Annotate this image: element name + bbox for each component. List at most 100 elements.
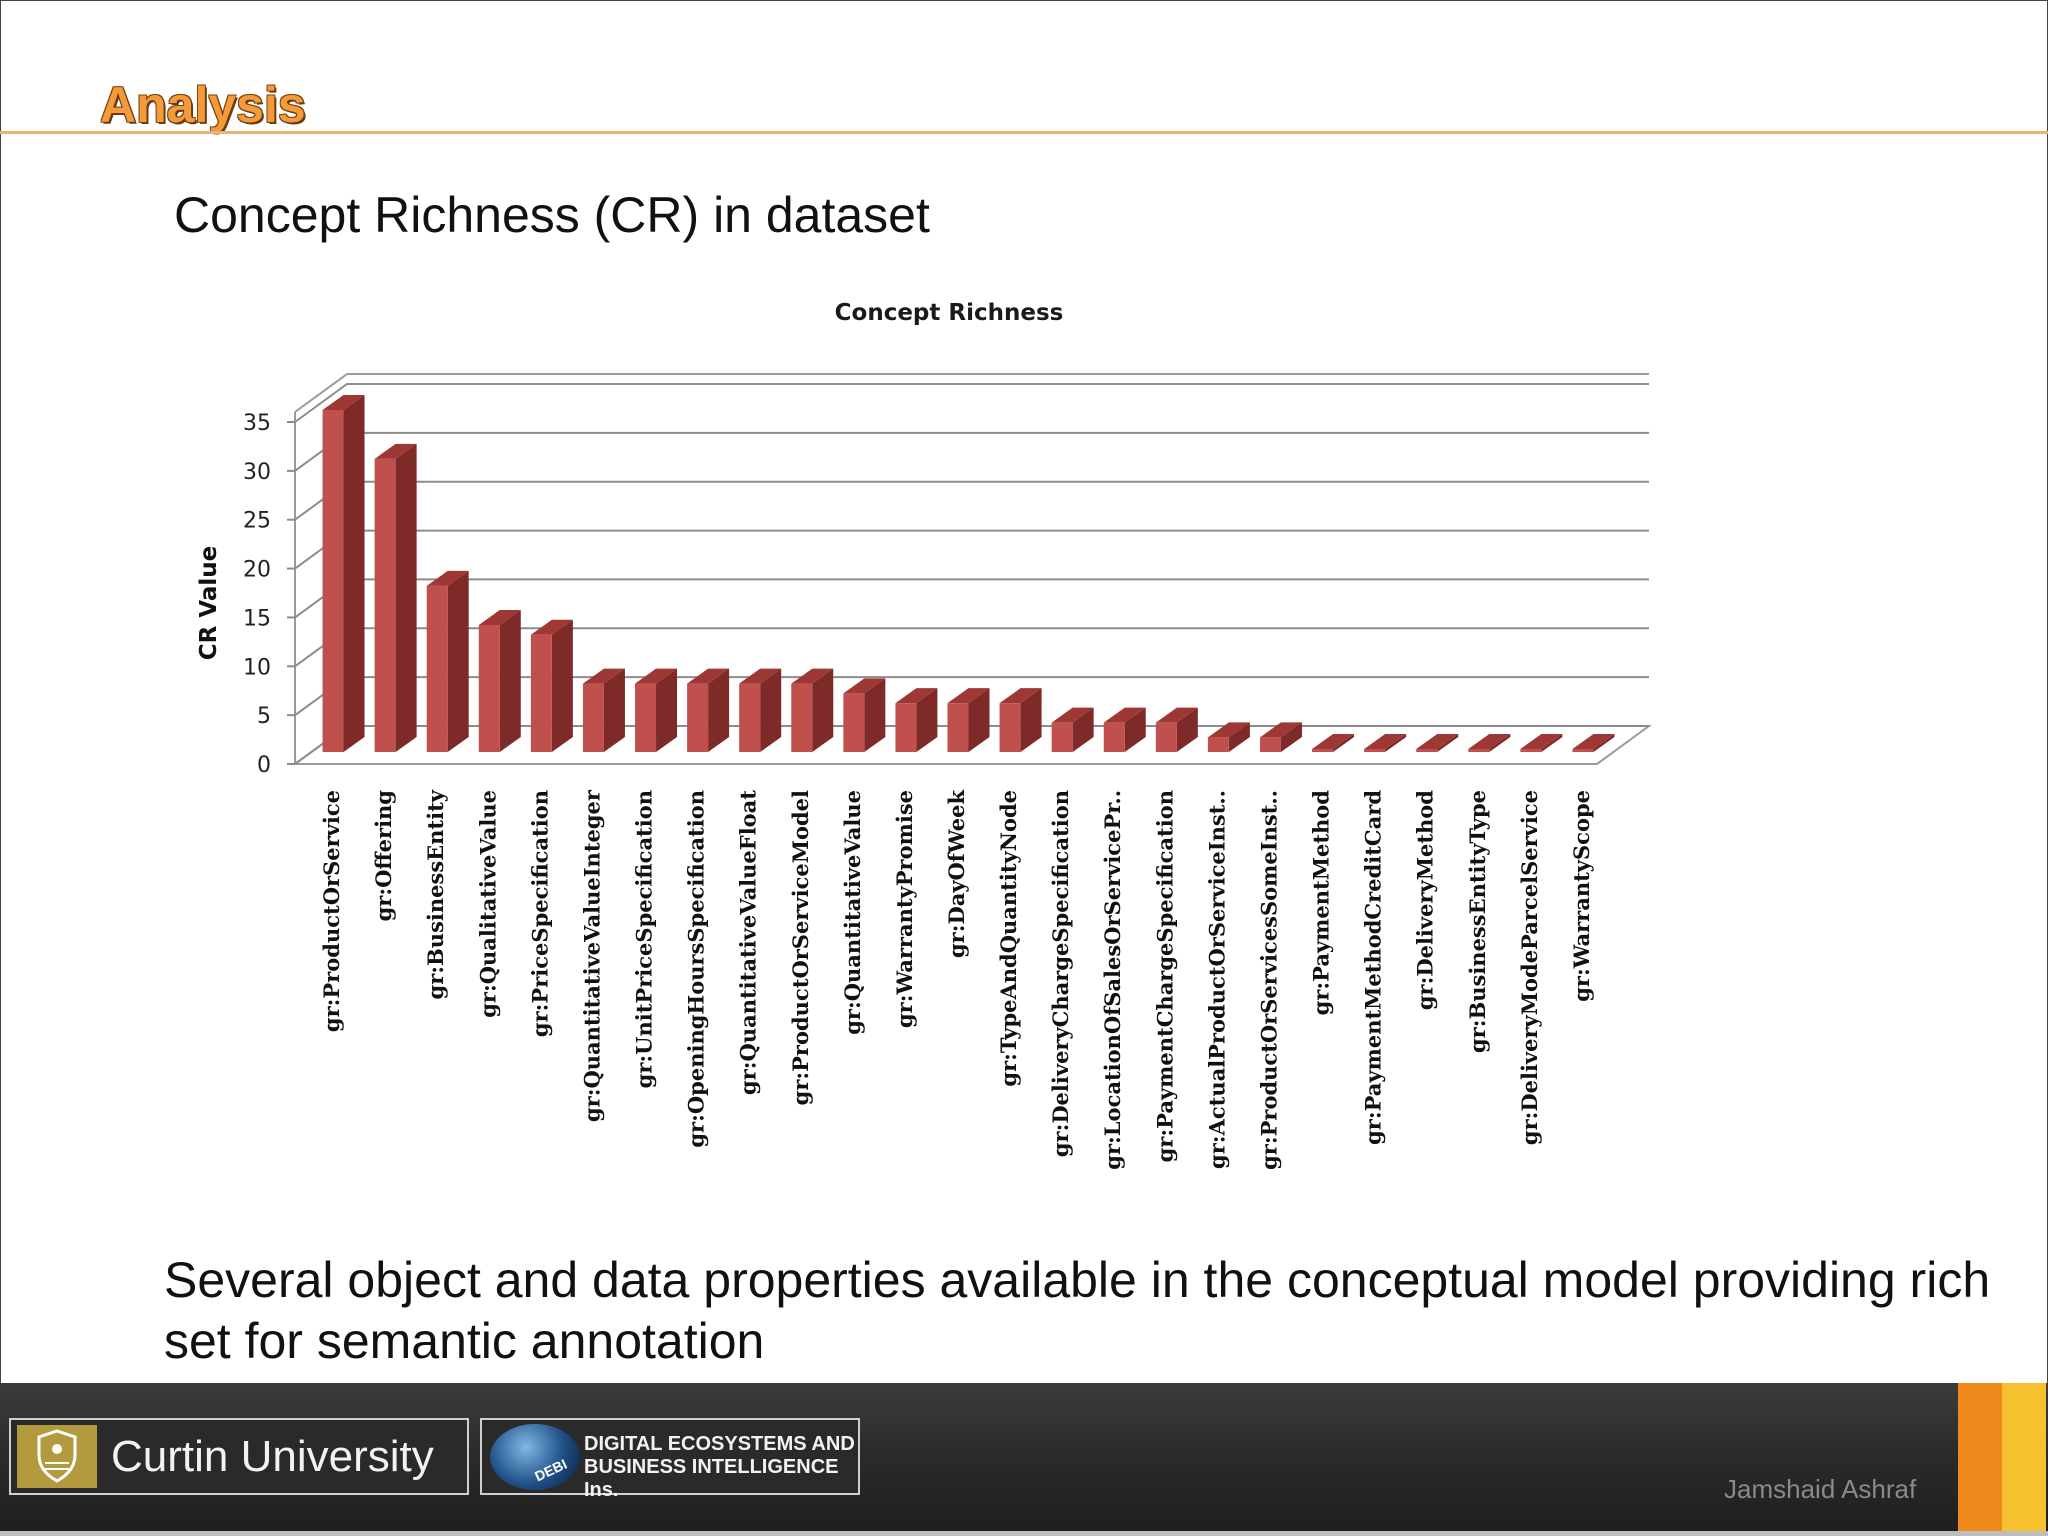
y-tick-label: 25 [243,509,271,534]
x-tick-label: gr:ProductOrServicesSomeInst.. [1256,790,1281,1170]
x-tick-label: gr:UnitPriceSpecification [632,790,657,1088]
bar-front [1155,722,1177,752]
x-tick-label: gr:Offering [371,790,396,922]
bar-top [582,668,625,684]
globe-icon: DEBI [490,1424,580,1490]
bar-side [1541,734,1563,752]
bar-front [374,458,396,752]
bar-side [1385,734,1407,752]
bar [687,668,730,752]
bar-front [895,703,917,752]
bar-side [1437,734,1459,752]
bar-top [1259,722,1302,738]
bar-top [999,688,1042,704]
bar-side [1176,707,1198,752]
x-tick-label: gr:ProductOrService [319,790,344,1032]
chart-walls [291,373,1653,765]
bar [895,688,938,752]
bar-front [1312,749,1334,752]
curtin-logo: Curtin University [9,1418,469,1495]
bar [999,688,1042,752]
bar-top [635,668,678,684]
bar-top [895,688,938,704]
x-tick-label: gr:PaymentChargeSpecification [1152,790,1177,1162]
bar-front [1103,722,1125,752]
y-tick-label: 0 [257,753,271,778]
x-tick-label: gr:DeliveryModeParcelService [1517,790,1542,1145]
bar-top [791,668,834,684]
x-tick-label: gr:PaymentMethodCreditCard [1361,790,1386,1145]
gridline [294,383,1649,423]
x-tick-label: gr:OpeningHoursSpecification [684,790,709,1148]
bar-top [1416,734,1459,749]
x-tick-label: gr:WarrantyScope [1569,790,1594,1002]
bar-top [374,443,417,459]
bar-side [1020,688,1042,752]
bar-side [708,668,730,752]
bar-front [843,693,865,752]
bar [1207,722,1250,752]
bar-front [999,703,1021,752]
author-name: Jamshaid Ashraf [1724,1474,1917,1504]
bar-top [322,395,365,410]
bar-front [530,634,552,752]
bar-side [1280,722,1302,752]
bar-front [1416,749,1438,752]
bar-top [1520,734,1563,749]
y-axis-ticks: 0 5 10 15 20 25 30 35 [243,411,271,778]
bar-top [947,688,990,704]
x-tick-label: gr:ActualProductOrServiceInst.. [1204,790,1229,1169]
bar-side [1124,707,1146,752]
bar-front [1259,737,1281,752]
concept-richness-chart: 0 5 10 15 20 25 30 35 gr:ProductOrService gr:Off… [196,300,1653,1170]
bar-side [603,668,625,752]
x-tick-label: gr:QuantitativeValueInteger [579,789,604,1122]
bar-side [343,395,365,752]
chart-bars [322,395,1615,752]
x-tick-label: gr:BusinessEntityType [1465,790,1490,1053]
slide-body-text: Several object and data properties avail… [164,1252,1991,1369]
bar-top [1468,734,1511,749]
bar-front [478,624,500,752]
x-tick-label: gr:BusinessEntity [423,789,448,999]
bar [1416,734,1459,752]
bar-top [1155,707,1198,723]
bar-front [426,585,448,752]
bar [426,570,469,752]
bar-front [582,683,604,752]
bar-side [656,668,678,752]
bar-front [635,683,657,752]
bar [1051,707,1094,752]
wall-top-edge [294,373,348,413]
bar-side [916,688,938,752]
bar-side [864,678,886,752]
bar [947,688,990,752]
bar [322,395,365,752]
y-tick-label: 15 [243,606,271,631]
debi-globe-label: DEBI [532,1455,570,1485]
footer-accent-yellow [2002,1383,2046,1531]
x-tick-label: gr:ProductOrServiceModel [788,790,813,1105]
bar-front [791,683,813,752]
y-tick-label: 10 [243,655,271,680]
bar-top [530,619,573,635]
bar-front [1572,749,1594,752]
bar [1468,734,1511,752]
bar-front [1364,749,1386,752]
debi-logo: DEBI DIGITAL ECOSYSTEMS AND BUSINESS INT… [480,1418,860,1501]
section-title: Analysis [100,77,306,133]
bar [635,668,678,752]
bar-top [843,678,886,694]
bar-front [687,683,709,752]
y-tick-label: 5 [257,704,271,729]
bar-side [812,668,834,752]
x-tick-label: gr:WarrantyPromise [892,790,917,1028]
bar-top [1103,707,1146,723]
x-tick-label: gr:QuantitativeValue [840,790,865,1035]
debi-name-line1: DIGITAL ECOSYSTEMS AND [584,1433,855,1455]
bar-top [739,668,782,684]
bar-front [739,683,761,752]
bar-front [1207,737,1229,752]
bar [582,668,625,752]
bar [374,443,417,752]
